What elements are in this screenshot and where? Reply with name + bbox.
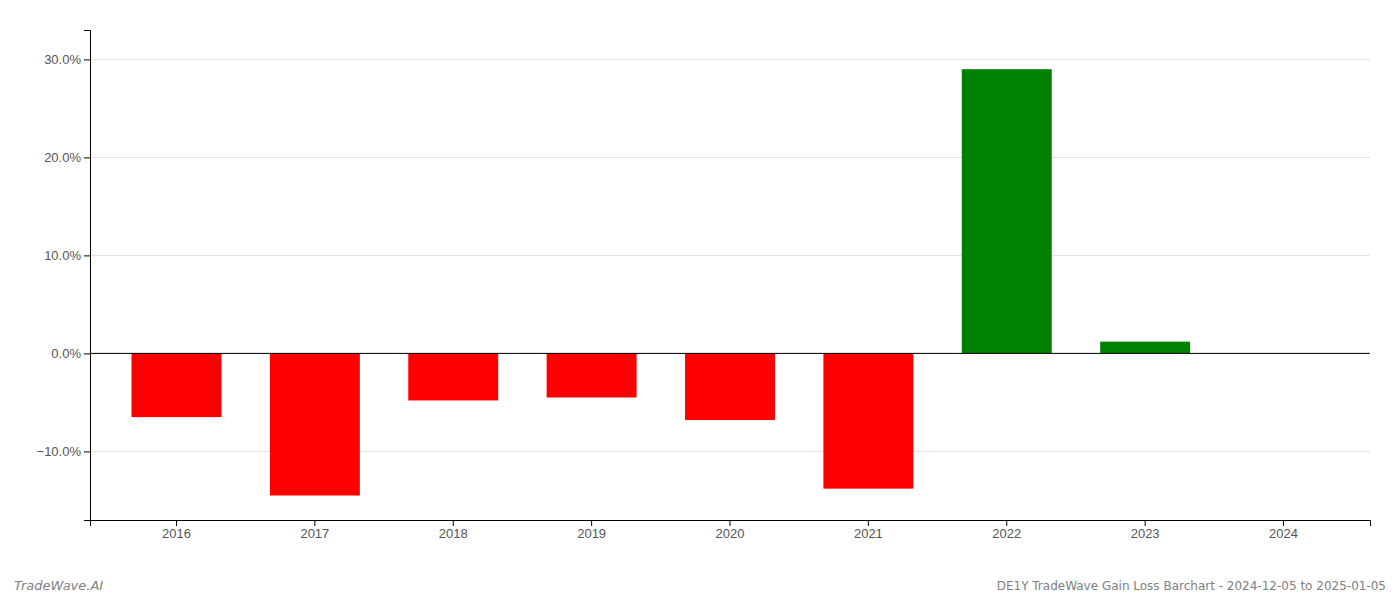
y-axis: −10.0% 0.0% 10.0% 20.0% 30.0% [37, 31, 91, 521]
x-tick: 2024 [1269, 520, 1298, 541]
title: DE1Y TradeWave Gain Loss Barchart - 2024… [997, 579, 1386, 593]
y-tick-mark [84, 59, 90, 60]
x-axis: 2016 2017 2018 2019 2020 2021 2022 2023 2024 [91, 520, 1371, 541]
y-tick-label: 20.0% [44, 150, 81, 165]
x-tick-mark [730, 520, 731, 526]
bar [132, 353, 222, 417]
x-axis-line [91, 521, 1371, 527]
grid-line [90, 59, 1370, 60]
y-tick-mark [84, 255, 90, 256]
x-tick-mark [453, 520, 454, 526]
y-tick-label: −10.0% [37, 444, 82, 459]
x-tick-label: 2023 [1131, 526, 1160, 541]
y-tick-mark [84, 353, 90, 354]
watermark: TradeWave.AI [14, 578, 103, 593]
x-tick-label: 2024 [1269, 526, 1298, 541]
x-tick-mark [314, 520, 315, 526]
y-tick-mark [84, 451, 90, 452]
x-tick: 2016 [162, 520, 191, 541]
y-tick-label: 0.0% [51, 346, 81, 361]
x-tick-label: 2017 [300, 526, 329, 541]
plot: −10.0%0.0%10.0%20.0%30.0%201620172018201… [37, 31, 1371, 542]
x-tick-mark [591, 520, 592, 526]
y-tick-mark [84, 157, 90, 158]
x-tick-label: 2019 [577, 526, 606, 541]
y-tick: −10.0% [37, 444, 90, 459]
grid-line [90, 255, 1370, 256]
y-tick-label: 30.0% [44, 52, 81, 67]
x-tick: 2017 [300, 520, 329, 541]
y-axis-line [84, 31, 91, 521]
grid-line [90, 353, 1370, 354]
x-tick: 2021 [854, 520, 883, 541]
y-tick: 30.0% [44, 52, 90, 67]
x-tick: 2019 [577, 520, 606, 541]
y-tick: 0.0% [51, 346, 90, 361]
bar [823, 353, 913, 488]
chart: −10.0%0.0%10.0%20.0%30.0%201620172018201… [0, 0, 1400, 600]
bar [1100, 342, 1190, 354]
y-tick: 20.0% [44, 150, 90, 165]
x-tick-label: 2021 [854, 526, 883, 541]
x-tick-mark [1283, 520, 1284, 526]
x-tick-mark [1145, 520, 1146, 526]
x-tick-label: 2020 [716, 526, 745, 541]
x-tick-mark [1006, 520, 1007, 526]
x-tick: 2022 [992, 520, 1021, 541]
x-tick-label: 2016 [162, 526, 191, 541]
x-tick-mark [868, 520, 869, 526]
x-tick-label: 2018 [439, 526, 468, 541]
bar [962, 69, 1052, 353]
bar [547, 353, 637, 397]
bar [270, 353, 360, 495]
grid-line [90, 157, 1370, 158]
y-tick: 10.0% [44, 248, 90, 263]
x-tick-mark [176, 520, 177, 526]
bar [685, 353, 775, 420]
y-tick-label: 10.0% [44, 248, 81, 263]
x-tick: 2018 [439, 520, 468, 541]
x-tick: 2020 [716, 520, 745, 541]
x-tick: 2023 [1131, 520, 1160, 541]
zero-line [90, 353, 1370, 354]
x-tick-label: 2022 [992, 526, 1021, 541]
bar [408, 353, 498, 400]
bars [132, 69, 1191, 495]
